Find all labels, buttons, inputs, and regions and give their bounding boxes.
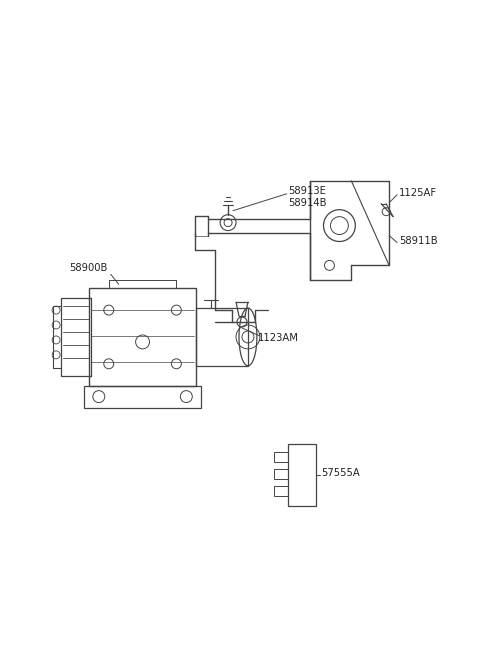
Bar: [274, 452, 288, 462]
Bar: [274, 469, 288, 479]
Bar: [84, 386, 201, 407]
Bar: [196, 308, 248, 365]
Text: 1125AF: 1125AF: [399, 188, 437, 198]
Text: 58900B: 58900B: [69, 263, 108, 273]
Bar: [274, 486, 288, 496]
Bar: [61, 298, 91, 376]
Bar: [89, 288, 196, 386]
Text: 58911B: 58911B: [399, 236, 438, 246]
Text: 58914B: 58914B: [288, 198, 326, 208]
Text: 58913E: 58913E: [288, 186, 325, 196]
Text: 1123AM: 1123AM: [258, 333, 299, 343]
Bar: [288, 444, 315, 506]
Text: 57555A: 57555A: [322, 468, 360, 478]
